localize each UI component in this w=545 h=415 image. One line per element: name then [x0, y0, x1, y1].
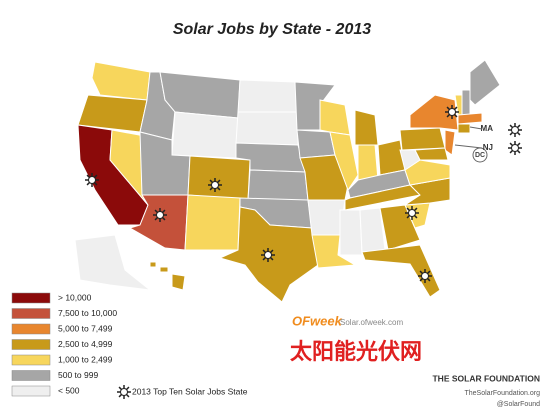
- state: [307, 199, 346, 236]
- legend-swatch: [11, 339, 51, 350]
- watermark-brand: OFweek: [292, 313, 343, 328]
- state: [354, 109, 379, 146]
- footer-handle: @SolarFound: [497, 401, 540, 408]
- map-title: Solar Jobs by State - 2013: [173, 21, 371, 38]
- legend-label: 1,000 to 2,499: [58, 354, 113, 364]
- footer-org: THE SOLAR FOUNDATION: [432, 373, 540, 383]
- state-label: MA: [481, 124, 494, 133]
- legend-label: 7,500 to 10,000: [58, 308, 117, 318]
- star-icon: [208, 178, 222, 192]
- star-core: [88, 176, 96, 184]
- state: [457, 112, 483, 125]
- legend-label: 5,000 to 7,499: [58, 323, 113, 333]
- state: [319, 99, 351, 136]
- legend-label: < 500: [58, 385, 80, 395]
- legend-label: 2,500 to 4,999: [58, 339, 113, 349]
- star-icon: [153, 208, 167, 222]
- states: [74, 59, 501, 303]
- state: [414, 147, 449, 161]
- state: [469, 59, 501, 106]
- star-core: [511, 126, 519, 134]
- leader-line: [454, 144, 483, 149]
- state: [296, 129, 336, 159]
- legend-swatch: [11, 370, 51, 381]
- legend-swatch: [11, 308, 51, 319]
- footer-site: TheSolarFoundation.org: [465, 390, 541, 397]
- legend-label: 2013 Top Ten Solar Jobs State: [132, 386, 248, 396]
- state: [339, 209, 363, 256]
- state: [235, 111, 299, 146]
- legend-swatch: [11, 323, 51, 335]
- star-icon: [85, 173, 99, 187]
- state: [379, 204, 421, 251]
- star-core: [264, 251, 272, 259]
- star-icon: [117, 385, 131, 399]
- legend-label: 500 to 999: [58, 370, 98, 380]
- state: [311, 234, 357, 269]
- legend-swatch: [11, 292, 51, 304]
- star-core: [211, 181, 219, 189]
- state: [399, 127, 446, 151]
- star-icon: [508, 123, 522, 137]
- state: [159, 266, 169, 273]
- state-label: NJ: [483, 143, 493, 152]
- state: [377, 139, 406, 176]
- legend: > 10,000 7,500 to 10,000 5,000 to 7,499 2,5…: [11, 292, 117, 397]
- legend-label: > 10,000: [58, 292, 92, 302]
- star-core: [421, 272, 429, 280]
- star-icon: [508, 141, 522, 155]
- state: [237, 79, 298, 113]
- legend-swatch: [11, 354, 51, 366]
- star-core: [120, 388, 128, 396]
- star-icon: [261, 248, 275, 262]
- star-core: [511, 144, 519, 152]
- star-icon: [405, 206, 419, 220]
- star-icon: [445, 105, 459, 119]
- state: [357, 144, 379, 181]
- state-label: DC: [475, 152, 485, 159]
- state: [457, 123, 471, 134]
- state: [361, 244, 441, 298]
- state: [444, 129, 456, 156]
- state: [247, 169, 309, 201]
- state: [171, 273, 186, 291]
- state: [461, 89, 471, 116]
- state: [329, 131, 359, 192]
- watermark-name: 太阳能光伏网: [290, 339, 422, 364]
- watermark-url: Solar.ofweek.com: [340, 318, 403, 327]
- legend-swatch: [11, 385, 51, 397]
- top-ten-stars: [85, 105, 522, 399]
- star-core: [448, 108, 456, 116]
- state: [91, 61, 151, 101]
- star-icon: [418, 269, 432, 283]
- star-core: [408, 209, 416, 217]
- star-core: [156, 211, 164, 219]
- leader-line: [469, 126, 483, 130]
- state: [149, 261, 157, 268]
- state: [184, 194, 241, 251]
- state: [171, 111, 239, 159]
- state: [74, 234, 152, 291]
- state: [187, 155, 251, 201]
